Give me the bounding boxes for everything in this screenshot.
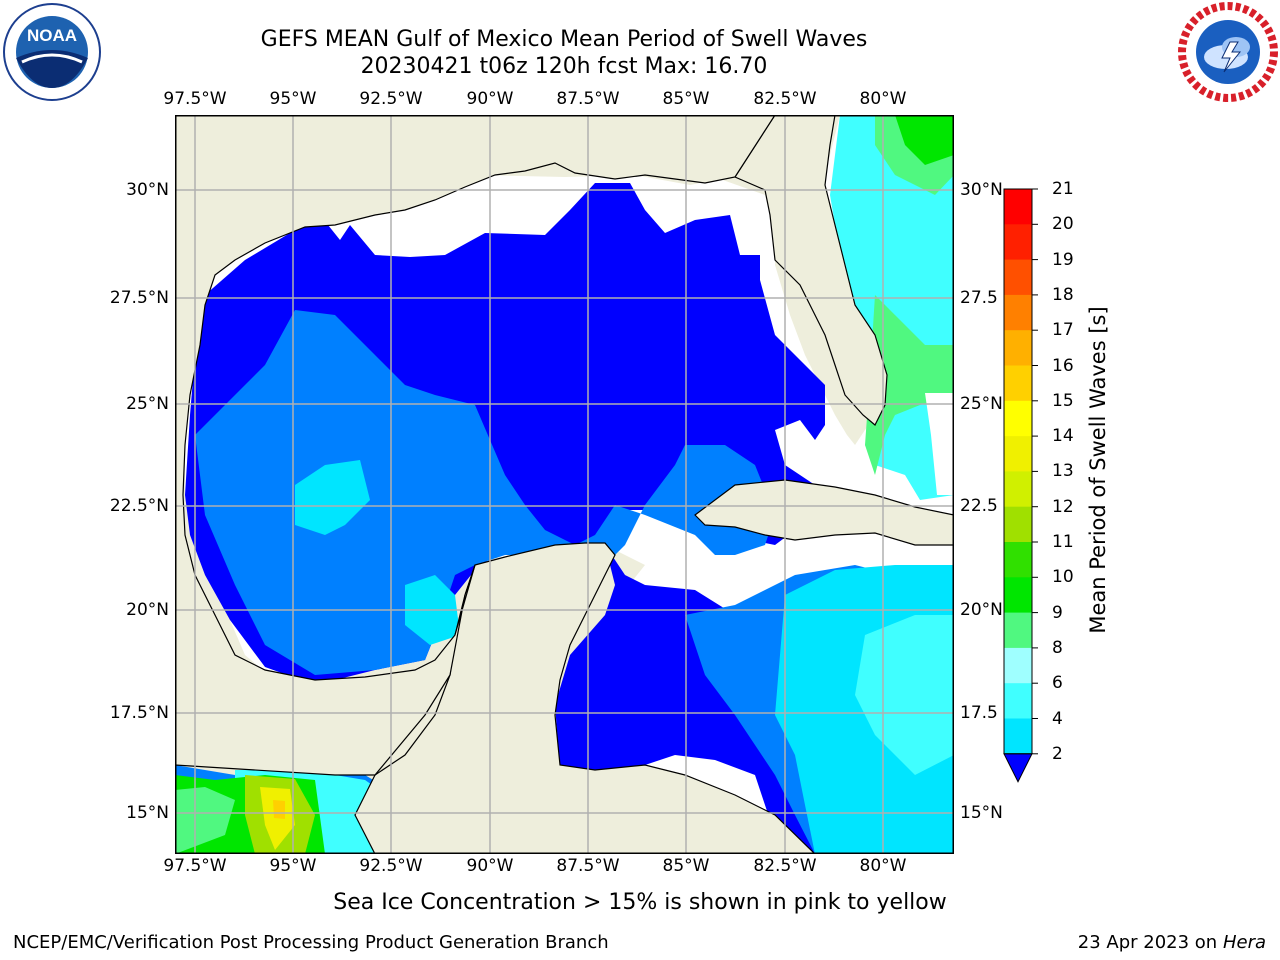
cuba: [694, 479, 954, 546]
lon-label-bottom-1: 97.5°W: [163, 856, 227, 876]
colorbar-segment: [1004, 330, 1032, 366]
florida: [734, 115, 888, 426]
colorbar-tick-label: 4: [1052, 708, 1063, 729]
atlantic-period-10-11: [895, 115, 954, 165]
colorbar-segment: [1004, 683, 1032, 719]
colorbar-tick-label: 10: [1052, 567, 1074, 588]
nws-logo: [1178, 2, 1278, 102]
colorbar-segment: [1004, 365, 1032, 402]
colorbar-segment: [1004, 259, 1032, 296]
lat-label-left-1: 30°N: [126, 180, 169, 200]
sea-ice-caption: Sea Ice Concentration > 15% is shown in …: [333, 890, 947, 915]
lon-label-top-2: 95°W: [269, 89, 317, 109]
lat-label-left-3: 25°N: [126, 394, 169, 414]
colorbar-tick-label: 17: [1052, 320, 1074, 341]
lat-label-left-2: 27.5°N: [109, 288, 169, 308]
colorbar-segment: [1004, 612, 1032, 649]
lon-label-bottom-4: 90°W: [466, 856, 514, 876]
atlantic-nodata: [925, 393, 954, 495]
colorbar-tick-label: 13: [1052, 461, 1074, 482]
lat-label-left-7: 15°N: [126, 803, 169, 823]
noaa-logo: NOAA: [3, 3, 101, 101]
pacific-period-14-15: [260, 787, 295, 850]
lon-label-bottom-8: 80°W: [859, 856, 907, 876]
colorbar-segment: [1004, 189, 1032, 225]
colorbar-tick-label: 12: [1052, 496, 1074, 517]
colorbar-label: Mean Period of Swell Waves [s]: [1086, 306, 1110, 634]
lon-label-top-1: 97.5°W: [163, 89, 227, 109]
footer-date-text: 23 Apr 2023 on: [1077, 932, 1223, 953]
pacific-period-16-17: [273, 800, 285, 819]
atlantic-period-9-10-b: [865, 295, 954, 475]
colorbar-tick-label: 18: [1052, 284, 1074, 305]
lon-label-bottom-7: 82.5°W: [753, 856, 817, 876]
forecast-subtitle: 20230421 t06z 120h fcst Max: 16.70: [360, 54, 768, 79]
footer-credit: NCEP/EMC/Verification Post Processing Pr…: [13, 932, 609, 953]
lat-label-right-6: 17.5: [960, 703, 998, 723]
colorbar-tick-label: 6: [1052, 673, 1063, 694]
colorbar-segment: [1004, 647, 1032, 684]
colorbar-extend-min: [1003, 753, 1033, 783]
colorbar-tick-label: 11: [1052, 532, 1074, 552]
colorbar-tick-label: 9: [1052, 602, 1063, 623]
lat-label-right-4: 22.5: [960, 496, 998, 516]
lon-label-bottom-3: 92.5°W: [359, 856, 423, 876]
lon-label-top-4: 90°W: [466, 89, 514, 109]
lat-label-right-3: 25°N: [960, 394, 1003, 414]
colorbar-segment: [1004, 436, 1032, 472]
colorbar: [1003, 188, 1038, 783]
noaa-logo-text: NOAA: [27, 26, 77, 45]
colorbar-segment: [1004, 506, 1032, 543]
lon-label-bottom-5: 87.5°W: [556, 856, 620, 876]
lat-label-left-4: 22.5°N: [109, 496, 169, 516]
lon-label-top-7: 82.5°W: [753, 89, 817, 109]
colorbar-segment: [1004, 400, 1032, 437]
lon-label-top-8: 80°W: [859, 89, 907, 109]
lon-label-top-5: 87.5°W: [556, 89, 620, 109]
colorbar-segment: [1004, 542, 1032, 578]
gridlines: [175, 115, 954, 854]
colorbar-tick-label: 19: [1052, 249, 1074, 270]
lat-label-right-1: 30°N: [960, 180, 1003, 200]
colorbar-tick-label: 21: [1052, 179, 1074, 199]
colorbar-tick-label: 20: [1052, 214, 1074, 235]
gulf-period-4-6: [195, 310, 775, 675]
lat-label-left-5: 20°N: [126, 600, 169, 620]
colorbar-tick-label: 2: [1052, 743, 1063, 764]
lat-label-right-5: 20°N: [960, 600, 1003, 620]
colorbar-segment: [1004, 471, 1032, 508]
lat-label-right-7: 15°N: [960, 803, 1003, 823]
caribbean-period-8-9: [855, 615, 954, 775]
pacific-period-9-10: [175, 787, 235, 854]
gulf-period-6-8-a: [295, 460, 370, 535]
colorbar-segment: [1004, 718, 1032, 755]
colorbar-tick-label: 15: [1052, 390, 1074, 411]
yucatan-peninsula: [354, 542, 816, 854]
footer-machine: Hera: [1222, 932, 1266, 953]
lon-label-bottom-2: 95°W: [269, 856, 317, 876]
lon-label-bottom-6: 85°W: [662, 856, 710, 876]
gulf-map: [175, 115, 954, 854]
colorbar-segment: [1004, 224, 1032, 261]
lat-label-right-2: 27.5: [960, 288, 998, 308]
lat-label-left-6: 17.5°N: [109, 703, 169, 723]
page-title: GEFS MEAN Gulf of Mexico Mean Period of …: [260, 27, 868, 52]
colorbar-tick-label: 14: [1052, 426, 1074, 447]
us-gulf-coast: [175, 115, 776, 776]
colorbar-tick-label: 8: [1052, 637, 1063, 658]
colorbar-tick-label: 16: [1052, 355, 1074, 376]
colorbar-segment: [1004, 577, 1032, 614]
lon-label-top-3: 92.5°W: [359, 89, 423, 109]
colorbar-segment: [1004, 294, 1032, 331]
lon-label-top-6: 85°W: [662, 89, 710, 109]
footer-date: 23 Apr 2023 on Hera: [1078, 932, 1266, 953]
